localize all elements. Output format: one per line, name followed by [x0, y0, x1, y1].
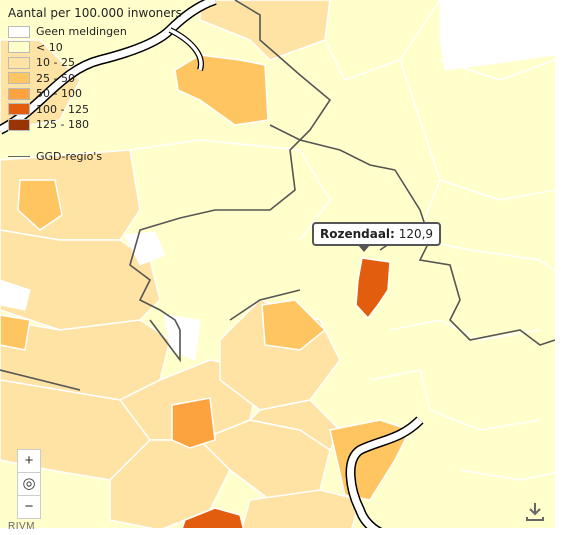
- tooltip-value: 120,9: [398, 227, 434, 241]
- zoom-controls: + ◎ −: [17, 449, 41, 519]
- legend-item: 100 - 125: [8, 102, 198, 118]
- download-icon[interactable]: [524, 500, 546, 522]
- legend-label: 10 - 25: [36, 56, 75, 70]
- legend-item: Geen meldingen: [8, 24, 198, 40]
- map-bottom-edge: [0, 528, 568, 535]
- legend-item: 10 - 25: [8, 55, 198, 71]
- legend-label: Geen meldingen: [36, 25, 127, 39]
- legend-spacer: [8, 133, 198, 149]
- legend-title: Aantal per 100.000 inwoners: [8, 6, 182, 20]
- zoom-reset-button[interactable]: ◎: [18, 473, 40, 496]
- municipality[interactable]: [17, 179, 63, 231]
- tooltip-name: Rozendaal:: [320, 227, 395, 241]
- municipality[interactable]: [199, 0, 331, 61]
- legend-item: < 10: [8, 40, 198, 56]
- legend-swatch: [8, 56, 30, 69]
- municipality[interactable]: [261, 299, 327, 351]
- legend-label: 100 - 125: [36, 102, 89, 116]
- municipality[interactable]: [109, 439, 231, 531]
- municipality-borders: [129, 0, 568, 481]
- region-line-swatch: [8, 155, 30, 157]
- legend-swatch: [8, 103, 30, 116]
- zoom-in-button[interactable]: +: [18, 450, 40, 473]
- legend-swatch: [8, 25, 30, 38]
- map-tooltip: Rozendaal: 120,9: [312, 222, 442, 252]
- legend-item: 50 - 100: [8, 86, 198, 102]
- legend-region-line: GGD-regio's: [8, 149, 198, 165]
- legend-classes: Geen meldingen < 10 10 - 25 25 - 50 50 - 100…: [8, 24, 198, 133]
- legend-swatch: [8, 87, 30, 100]
- municipalities-50-100[interactable]: [171, 397, 216, 449]
- legend-label: 25 - 50: [36, 71, 75, 85]
- municipality[interactable]: [171, 397, 216, 449]
- municipality[interactable]: [248, 399, 341, 452]
- legend-label: < 10: [36, 40, 63, 54]
- map-edge: [555, 0, 568, 535]
- no-data-areas: [0, 0, 556, 361]
- map-legend: Aantal per 100.000 inwoners Geen melding…: [8, 6, 198, 164]
- municipality[interactable]: [0, 229, 161, 331]
- legend-swatch: [8, 72, 30, 85]
- legend-item: 125 - 180: [8, 117, 198, 133]
- source-credit: RIVM: [8, 521, 35, 532]
- municipality[interactable]: [0, 314, 31, 351]
- legend-label: 125 - 180: [36, 118, 89, 132]
- zoom-out-button[interactable]: −: [24, 498, 34, 515]
- municipality-rozendaal[interactable]: [355, 257, 391, 320]
- legend-region-line-label: GGD-regio's: [36, 149, 103, 163]
- legend-item: 25 - 50: [8, 71, 198, 87]
- legend-label: 50 - 100: [36, 87, 82, 101]
- municipality[interactable]: [174, 54, 269, 126]
- rivers: [0, 0, 424, 535]
- legend-swatch: [8, 41, 30, 54]
- legend-swatch: [8, 118, 30, 131]
